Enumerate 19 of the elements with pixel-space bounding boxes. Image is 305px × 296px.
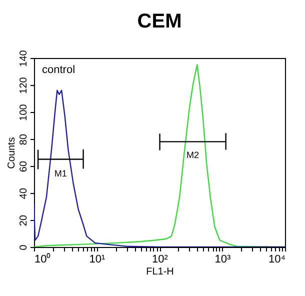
y-tick-label: 80 xyxy=(18,134,30,146)
x-tick-label: 10¹ xyxy=(89,254,106,266)
y-tick-label: 60 xyxy=(18,160,30,172)
series-label: M1 xyxy=(54,168,67,179)
x-tick-label: 10³ xyxy=(214,254,232,266)
y-axis-title: Counts xyxy=(6,137,18,169)
series-label: M2 xyxy=(186,150,200,160)
x-tick-label: 10⁰ xyxy=(34,252,51,266)
annotation: control xyxy=(42,64,76,76)
y-tick-label: 20 xyxy=(18,214,30,226)
y-tick-label: 100 xyxy=(18,104,30,121)
y-tick-label: 120 xyxy=(18,76,30,94)
y-tick-label: 140 xyxy=(18,50,30,67)
chart-title: CEM xyxy=(137,10,182,33)
y-tick-label: 0 xyxy=(18,244,30,250)
y-tick-label: 40 xyxy=(18,188,30,200)
x-tick-label: 10² xyxy=(152,254,168,266)
x-axis-title: FL1-H xyxy=(146,266,174,278)
x-tick-label: 10⁴ xyxy=(268,254,286,266)
